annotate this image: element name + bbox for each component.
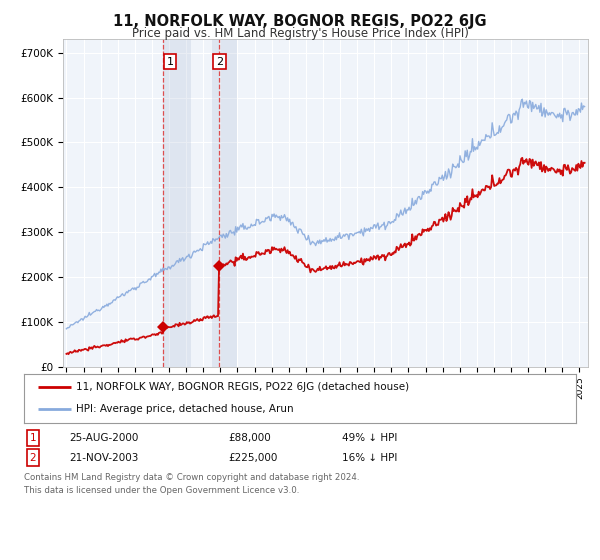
Text: 2: 2 [29,452,37,463]
Text: HPI: Average price, detached house, Arun: HPI: Average price, detached house, Arun [76,404,294,414]
Text: 11, NORFOLK WAY, BOGNOR REGIS, PO22 6JG (detached house): 11, NORFOLK WAY, BOGNOR REGIS, PO22 6JG … [76,382,410,392]
Bar [212,39,238,367]
Text: 21-NOV-2003: 21-NOV-2003 [69,452,139,463]
Bar [163,39,191,367]
Text: 1: 1 [166,57,173,67]
Text: £225,000: £225,000 [228,452,277,463]
Text: Contains HM Land Registry data © Crown copyright and database right 2024.
This d: Contains HM Land Registry data © Crown c… [24,473,359,494]
Text: 1: 1 [29,433,37,443]
Text: Price paid vs. HM Land Registry's House Price Index (HPI): Price paid vs. HM Land Registry's House … [131,27,469,40]
Text: 25-AUG-2000: 25-AUG-2000 [69,433,139,443]
Text: 49% ↓ HPI: 49% ↓ HPI [342,433,397,443]
Text: 11, NORFOLK WAY, BOGNOR REGIS, PO22 6JG: 11, NORFOLK WAY, BOGNOR REGIS, PO22 6JG [113,14,487,29]
Text: 16% ↓ HPI: 16% ↓ HPI [342,452,397,463]
Text: £88,000: £88,000 [228,433,271,443]
Text: 2: 2 [216,57,223,67]
